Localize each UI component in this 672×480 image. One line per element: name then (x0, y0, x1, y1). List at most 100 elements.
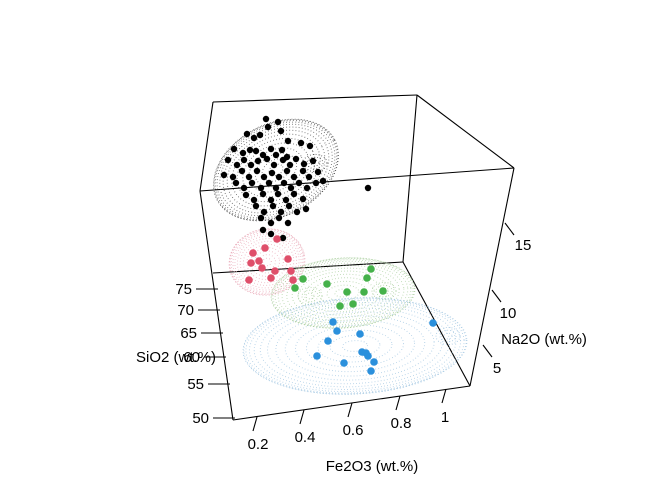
black-data-point (306, 142, 314, 150)
black-data-point (254, 157, 262, 165)
red-data-point (245, 276, 253, 284)
green-wireframe-ring (326, 284, 360, 302)
black-data-point (248, 179, 256, 187)
black-data-point (277, 208, 285, 216)
x-axis-tick-label: 0.4 (295, 429, 316, 446)
red-data-point (249, 249, 257, 257)
red-data-point (247, 259, 255, 267)
z-axis-title: SiO2 (wt.%) (136, 349, 216, 366)
box-edge-left-axis-edge (199, 190, 234, 421)
green-wireframe-pole-ring (379, 287, 389, 295)
black-data-point (239, 149, 247, 157)
black-data-point (260, 173, 268, 181)
black-data-point (262, 115, 270, 123)
black-data-point (259, 151, 267, 159)
green-data-point (291, 284, 299, 292)
blue-data-point (356, 330, 364, 338)
x-axis-tick-mark (347, 402, 353, 418)
blue-data-point (324, 337, 332, 345)
black-data-point (314, 168, 322, 176)
green-wireframe-ring (297, 270, 389, 316)
ellipsoid-wireframes-layer (213, 118, 468, 395)
z-axis-tick-label: 70 (177, 302, 194, 319)
green-wireframe-ring (291, 267, 395, 319)
black-data-point (364, 184, 372, 192)
green-wireframe-ring (272, 258, 414, 328)
blue-data-point (370, 358, 378, 366)
black-data-point (220, 171, 228, 179)
black-data-point (309, 157, 317, 165)
green-wireframe-ring (277, 260, 409, 326)
red-wireframe-ring (232, 231, 302, 293)
blue-data-point (313, 352, 321, 360)
black-data-point (246, 146, 254, 154)
box-edge-top-left-edge (199, 101, 214, 192)
black-data-point (243, 130, 251, 138)
red-data-point (255, 257, 263, 265)
red-data-point (267, 274, 275, 282)
x-axis-tick-mark (441, 388, 447, 404)
black-wireframe-pole-ring (306, 156, 324, 170)
black-data-point (265, 179, 273, 187)
blue-wireframe-ring (245, 298, 465, 394)
black-wireframe-ring (248, 147, 304, 193)
black-data-point (284, 219, 292, 227)
red-data-point (289, 276, 297, 284)
black-data-point (278, 146, 286, 154)
black-data-point (272, 151, 280, 159)
x-axis-tick-mark (395, 395, 401, 411)
red-data-point (284, 255, 292, 263)
green-data-point (343, 288, 351, 296)
x-axis-tick-mark (299, 409, 305, 425)
black-data-point (250, 196, 258, 204)
black-wireframe-ring (222, 126, 330, 214)
black-data-point (279, 156, 287, 164)
box-edge-top-back-edge (212, 94, 418, 103)
black-wireframe-ring (242, 142, 310, 198)
x-axis-tick-label: 0.6 (343, 422, 364, 439)
red-wireframe-ring (234, 233, 300, 291)
black-data-point (302, 205, 310, 213)
black-wireframe-ring (214, 120, 338, 220)
black-data-point (233, 161, 241, 169)
green-data-point (360, 288, 368, 296)
black-data-point (270, 161, 278, 169)
blue-data-point (364, 352, 372, 360)
z-axis-tick-label: 55 (187, 376, 204, 393)
black-data-point (275, 214, 283, 222)
black-data-point (290, 173, 298, 181)
black-data-point (268, 169, 276, 177)
red-wireframe-ring (253, 250, 281, 274)
blue-wireframe-ring (275, 311, 435, 381)
x-axis-tick-mark (252, 416, 258, 432)
black-data-point (263, 155, 271, 163)
blue-wireframe-ring (317, 329, 393, 363)
black-data-point (284, 137, 292, 145)
black-data-point (290, 190, 298, 198)
black-wireframe-pole-ring (310, 159, 320, 167)
green-data-point (379, 287, 387, 295)
black-data-point (299, 167, 307, 175)
black-wireframe-ring (231, 133, 321, 207)
black-wireframe-ring (219, 123, 333, 217)
y-axis-tick-label: 10 (500, 305, 517, 322)
y-axis-tick-mark (504, 222, 515, 236)
red-wireframe-ring (230, 230, 304, 294)
green-data-point (349, 300, 357, 308)
black-wireframe-ring (216, 121, 336, 219)
black-data-point (299, 195, 307, 203)
black-data-point (257, 214, 265, 222)
black-data-point (232, 179, 240, 187)
black-data-point (260, 208, 268, 216)
green-wireframe-ring (281, 262, 405, 324)
black-data-point (240, 156, 248, 164)
red-wireframe-ring (229, 229, 305, 295)
black-data-point (319, 177, 327, 185)
blue-wireframe-ring (342, 340, 368, 352)
z-axis-tick-label: 75 (175, 281, 192, 298)
green-wireframe-ring (286, 264, 400, 322)
box-edge-right-axis-edge (469, 167, 515, 387)
